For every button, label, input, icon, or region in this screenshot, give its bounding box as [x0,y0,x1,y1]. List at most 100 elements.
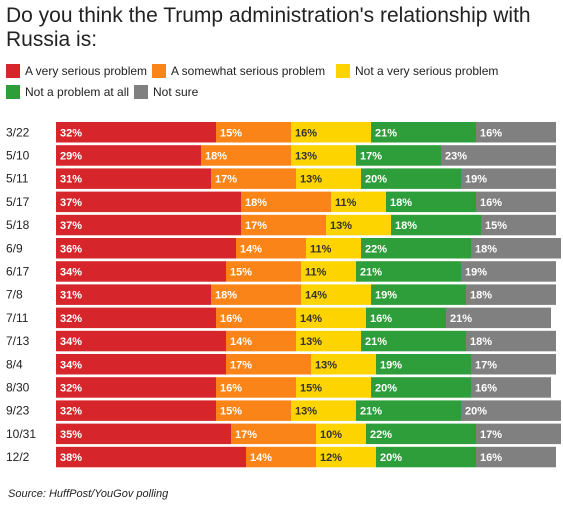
bar-segment-very-serious [56,261,226,282]
data-label: 13% [330,220,352,232]
data-label: 15% [230,266,252,278]
legend-label-somewhat-serious: A somewhat serious problem [171,64,326,78]
data-label: 17% [245,220,267,232]
data-label: 32% [60,406,82,418]
data-label: 17% [480,429,502,441]
bar-segment-very-serious [56,168,211,189]
legend-label-not-sure: Not sure [153,85,199,99]
bar-segment-not-a-problem [361,238,471,259]
bar-segment-not-sure [471,377,551,398]
data-label: 18% [470,336,492,348]
data-label: 20% [380,452,402,464]
bar-segment-not-a-problem [371,284,466,305]
data-label: 17% [475,359,497,371]
data-label: 21% [450,313,472,325]
bar-segment-very-serious [56,377,216,398]
data-label: 19% [465,266,487,278]
bar-segment-not-a-problem [356,145,441,166]
data-label: 10% [320,429,342,441]
data-label: 16% [480,452,502,464]
row-label: 10/31 [6,427,36,441]
bar-segment-not-a-problem [376,446,476,468]
bar-segment-not-a-problem [376,354,471,375]
data-label: 19% [375,290,397,302]
bar-segment-not-a-problem [366,307,446,329]
bar-segment-somewhat-serious [226,330,296,352]
bar-segment-very-serious [56,191,241,213]
bar-segment-not-very-serious [296,307,366,329]
data-label: 13% [295,406,317,418]
bar-segment-not-very-serious [291,145,356,166]
data-label: 18% [215,290,237,302]
data-label: 21% [360,406,382,418]
bar-segment-very-serious [56,307,216,329]
data-label: 13% [295,150,317,162]
legend-item-not-sure: Not sure [134,85,198,99]
bar-segment-not-sure [461,261,556,282]
bar-segment-not-very-serious [291,400,356,421]
bar-segment-not-a-problem [391,214,481,236]
bar-segment-somewhat-serious [236,238,306,259]
data-label: 16% [220,382,242,394]
bar-segment-very-serious [56,400,216,421]
data-label: 20% [375,382,397,394]
bar-segment-not-sure [471,238,561,259]
data-label: 32% [60,313,82,325]
data-label: 19% [380,359,402,371]
bar-segment-very-serious [56,423,231,445]
legend-swatch-very-serious [6,64,20,78]
bar-segment-not-a-problem [366,423,476,445]
bar-segment-somewhat-serious [216,122,291,143]
data-label: 21% [375,127,397,139]
row-label: 5/17 [6,195,30,209]
row-label: 5/18 [6,218,30,232]
data-label: 22% [370,429,392,441]
bar-segment-not-sure [476,191,556,213]
bar-segment-not-sure [471,354,556,375]
data-label: 22% [365,243,387,255]
bar-segment-not-very-serious [306,238,361,259]
data-label: 21% [360,266,382,278]
legend-swatch-not-very-serious [336,64,350,78]
bar-segment-not-sure [481,214,556,236]
bar-segment-very-serious [56,122,216,143]
row-label: 7/8 [6,288,23,302]
data-label: 11% [335,197,357,209]
chart-title: Do you think the Trump administration's … [6,4,531,51]
data-label: 15% [220,127,242,139]
data-label: 14% [230,336,252,348]
row-label: 5/10 [6,148,30,162]
bar-segment-not-very-serious [326,214,391,236]
legend-item-very-serious: A very serious problem [6,64,147,78]
data-label: 14% [250,452,272,464]
data-label: 19% [465,174,487,186]
row-label: 8/30 [6,380,30,394]
bar-segment-not-very-serious [301,261,356,282]
row-label: 6/17 [6,264,30,278]
bar-segment-somewhat-serious [216,307,296,329]
data-label: 38% [60,452,82,464]
data-label: 18% [390,197,412,209]
data-label: 37% [60,220,82,232]
bar-segment-somewhat-serious [216,377,296,398]
data-label: 17% [235,429,257,441]
legend-label-not-a-problem: Not a problem at all [25,85,130,99]
data-label: 34% [60,266,82,278]
data-label: 35% [60,429,82,441]
data-label: 14% [240,243,262,255]
bar-segment-not-very-serious [311,354,376,375]
data-label: 31% [60,290,82,302]
bar-segment-not-very-serious [301,284,371,305]
bar-segment-not-a-problem [371,377,471,398]
row-label: 12/2 [6,450,30,464]
data-label: 20% [365,174,387,186]
data-label: 12% [320,452,342,464]
data-label: 31% [60,174,82,186]
data-label: 13% [300,174,322,186]
row-label: 8/4 [6,357,23,371]
bar-segment-not-sure [466,284,556,305]
bar-segment-not-sure [461,400,561,421]
data-label: 17% [230,359,252,371]
bar-segment-not-very-serious [316,446,376,468]
